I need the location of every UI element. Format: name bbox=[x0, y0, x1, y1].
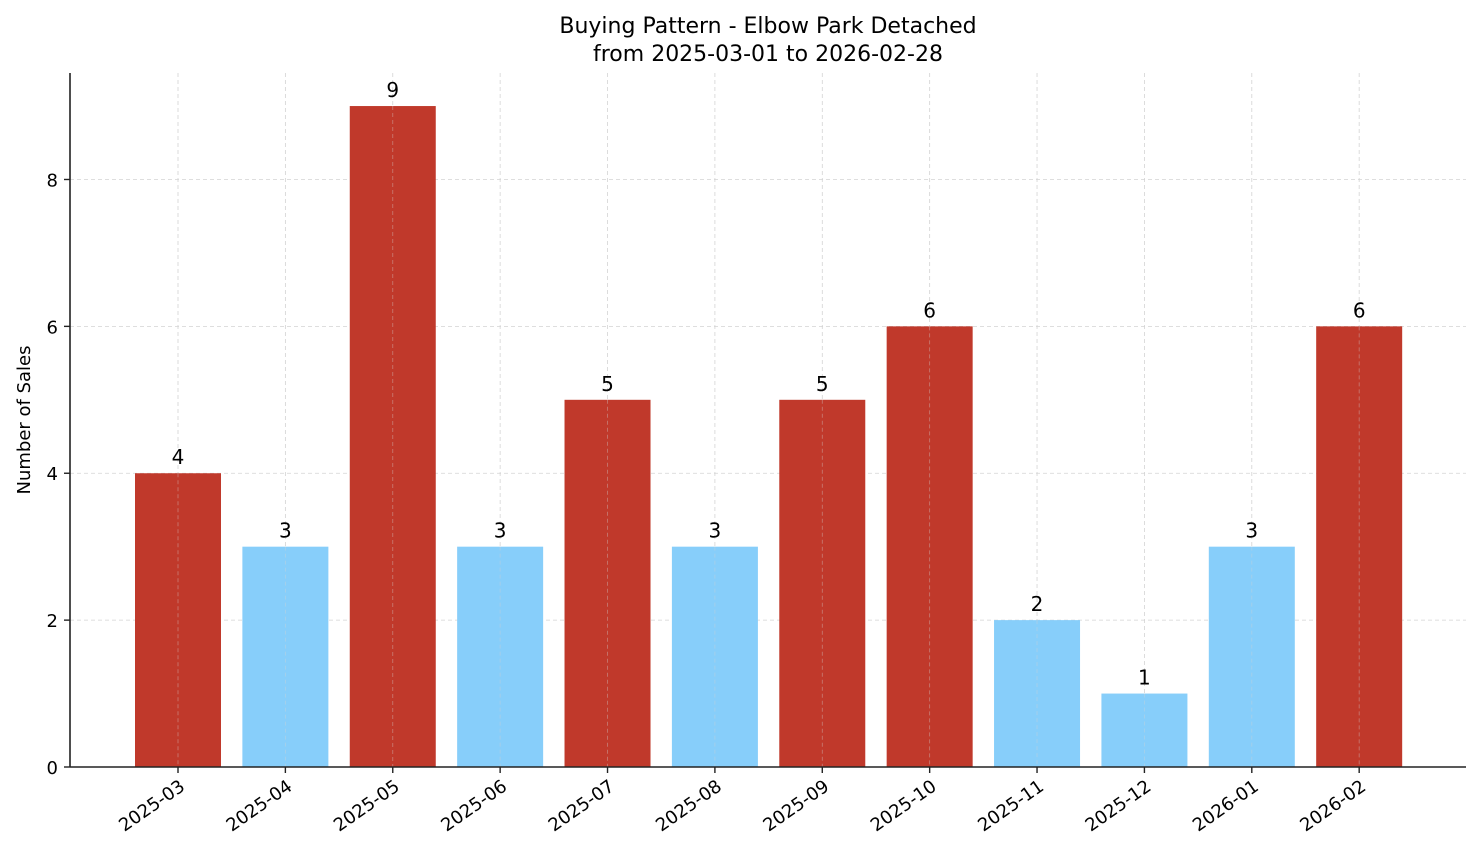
chart-title: Buying Pattern - Elbow Park Detached bbox=[559, 14, 976, 39]
bar-2025-08 bbox=[671, 546, 758, 767]
y-axis-label: Number of Sales bbox=[14, 345, 35, 494]
chart-subtitle: from 2025-03-01 to 2026-02-28 bbox=[593, 42, 943, 67]
y-tick-label: 8 bbox=[47, 170, 58, 191]
x-tick-label: 2025-12 bbox=[1082, 776, 1156, 836]
bar-value-label: 6 bbox=[923, 298, 936, 322]
y-tick-label: 6 bbox=[47, 317, 58, 338]
bar-value-label: 9 bbox=[386, 78, 399, 102]
x-tick-label: 2025-10 bbox=[867, 776, 941, 836]
axes bbox=[69, 73, 1466, 768]
bar-2025-04 bbox=[242, 546, 329, 767]
x-ticks: 2025-03 2025-04 2025-05 2025-06 2025-07 2025-… bbox=[115, 767, 1370, 836]
bar-2025-11 bbox=[994, 620, 1081, 767]
x-tick-label: 2025-03 bbox=[115, 776, 189, 836]
bar-2025-05 bbox=[349, 106, 436, 768]
x-tick-label: 2025-09 bbox=[759, 776, 833, 836]
y-tick-label: 2 bbox=[47, 611, 58, 632]
x-tick-label: 2025-06 bbox=[437, 776, 511, 836]
bars: 4 3 9 3 5 3 5 6 2 1 3 6 bbox=[135, 78, 1403, 768]
y-tick-label: 4 bbox=[47, 464, 58, 485]
x-tick-label: 2025-05 bbox=[330, 776, 404, 836]
bar-2026-01 bbox=[1208, 546, 1295, 767]
x-tick-label: 2025-08 bbox=[652, 776, 726, 836]
bar-2025-03 bbox=[135, 473, 221, 767]
x-tick-label: 2026-02 bbox=[1296, 776, 1370, 836]
bar-2026-02 bbox=[1316, 326, 1403, 767]
bar-value-label: 4 bbox=[172, 445, 185, 469]
bar-value-label: 3 bbox=[279, 519, 292, 543]
bar-2025-10 bbox=[886, 326, 973, 767]
x-tick-label: 2025-11 bbox=[974, 776, 1048, 836]
bar-2025-12 bbox=[1101, 693, 1188, 767]
bar-value-label: 3 bbox=[1245, 519, 1258, 543]
x-tick-label: 2025-07 bbox=[545, 776, 619, 836]
bar-value-label: 5 bbox=[816, 372, 829, 396]
bar-value-label: 3 bbox=[494, 519, 507, 543]
bar-value-label: 3 bbox=[709, 519, 722, 543]
bar-value-label: 5 bbox=[601, 372, 614, 396]
bar-2025-06 bbox=[457, 546, 544, 767]
bar-value-label: 1 bbox=[1138, 666, 1151, 690]
x-tick-label: 2025-04 bbox=[223, 776, 297, 836]
bar-2025-09 bbox=[779, 399, 866, 767]
bar-value-label: 6 bbox=[1353, 298, 1366, 322]
y-ticks: 0 2 4 6 8 bbox=[47, 170, 70, 779]
x-tick-label: 2026-01 bbox=[1189, 776, 1263, 836]
y-tick-label: 0 bbox=[47, 758, 58, 779]
bar-value-label: 2 bbox=[1031, 592, 1044, 616]
bar-2025-07 bbox=[564, 399, 651, 767]
